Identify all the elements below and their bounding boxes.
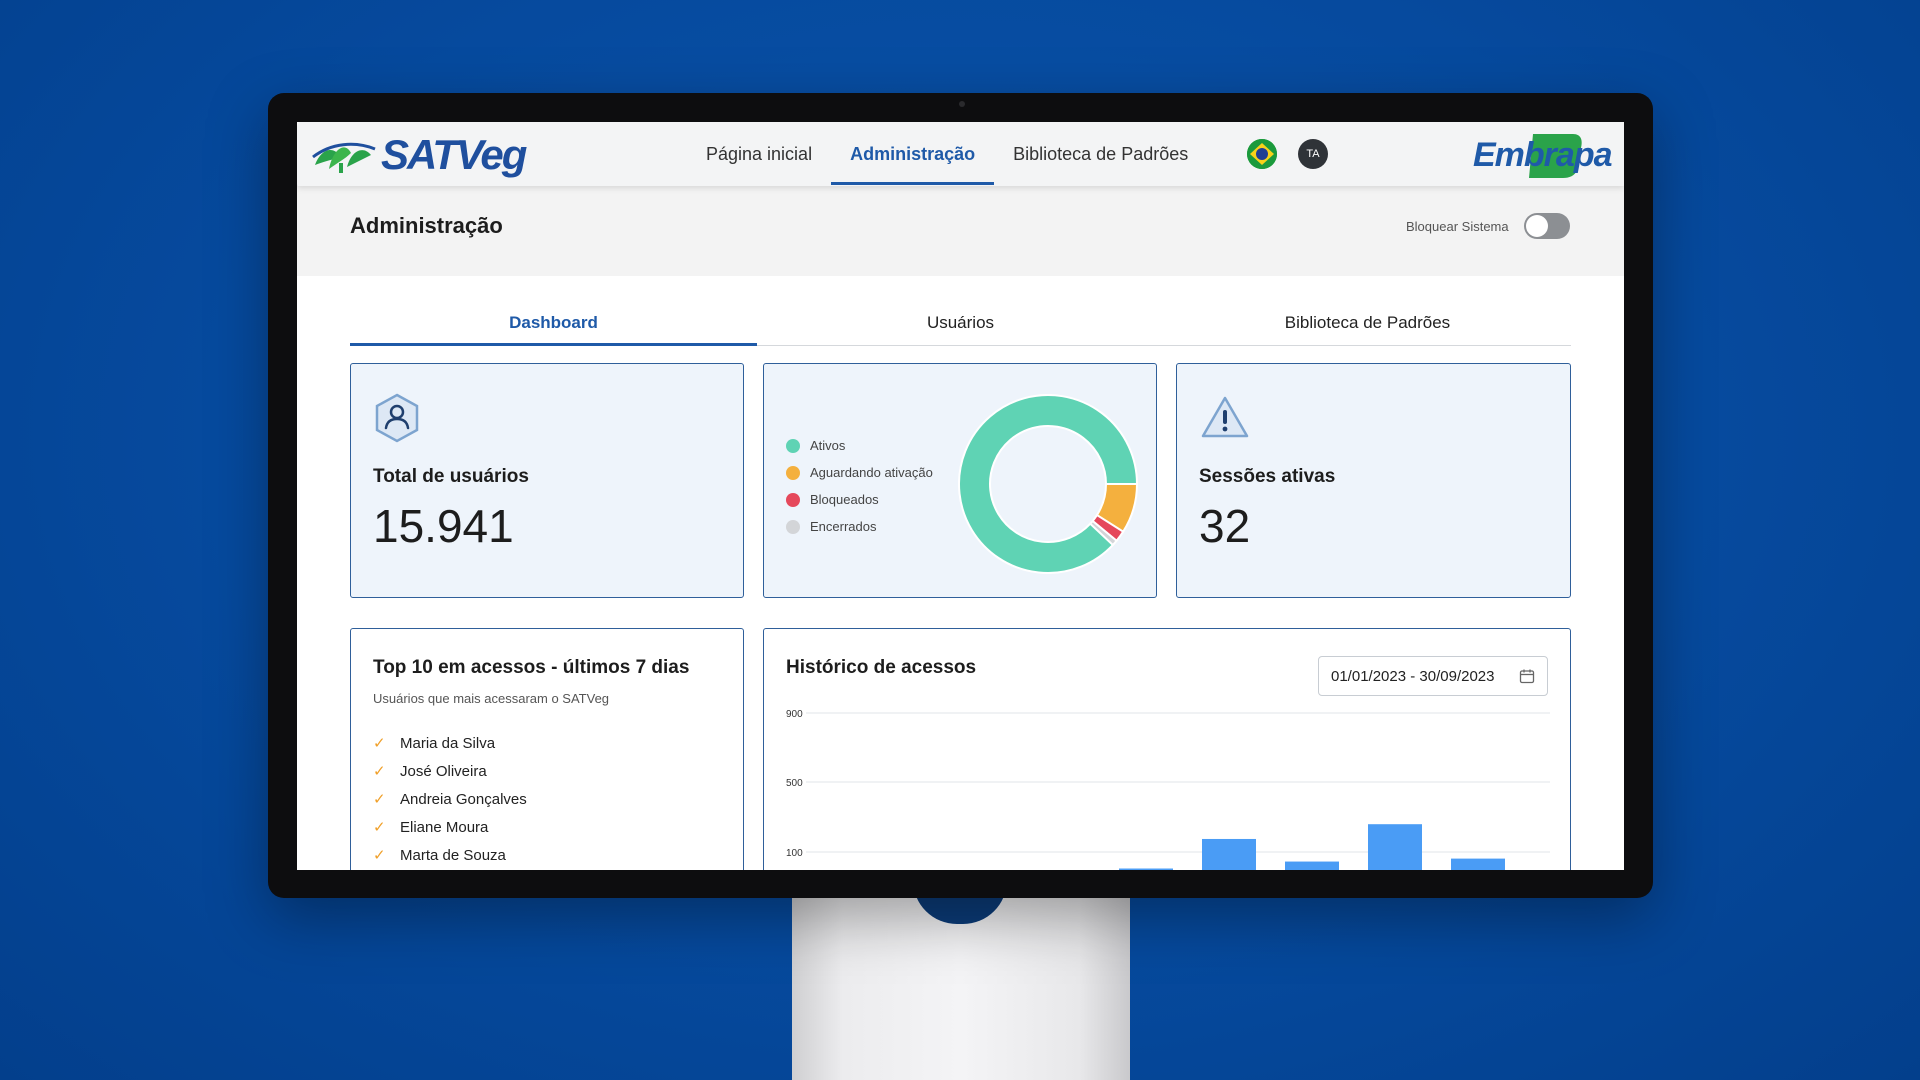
nav-link-home[interactable]: Página inicial [687,122,831,186]
embrapa-shape-icon [1529,134,1582,178]
warning-icon [1201,396,1249,438]
total-users-card: Total de usuários 15.941 [350,363,744,598]
history-bar [1202,838,1256,870]
access-history-card: Histórico de acessos 01/01/2023 - 30/09/… [763,628,1571,870]
main-nav: Página inicial Administração Biblioteca … [687,122,1207,186]
page-title: Administração [350,213,503,238]
active-sessions-value: 32 [1199,500,1251,552]
top-users-list: ✓ Maria da Silva ✓ José Oliveira ✓ Andreia … [373,729,527,869]
list-item: ✓ José Oliveira [373,757,527,785]
user-status-card: Ativos Aguardando ativação Bloqueados Encer… [763,363,1157,598]
check-icon: ✓ [373,735,386,752]
user-name: Andreia Gonçalves [400,790,527,808]
y-tick-label: 100 [786,848,803,859]
tab-label: Biblioteca de Padrões [1284,312,1451,332]
legend-item: Ativos [786,432,933,459]
legend-item: Aguardando ativação [786,459,933,486]
legend-dot [786,438,800,453]
list-item: ✓ Maria da Silva [373,729,527,757]
monitor-camera [959,101,965,107]
tab-label: Usuários [926,312,995,332]
list-item: ✓ Eliane Moura [373,813,527,841]
list-item: ✓ Marta de Souza [373,841,527,869]
tab-users[interactable]: Usuários [757,300,1164,345]
top-nav: SATVeg Página inicial Administração Bibl… [297,122,1624,186]
user-name: Maria da Silva [400,734,496,752]
history-bar [1368,824,1422,870]
legend-dot [786,519,800,534]
leaf-logo-icon [312,142,376,173]
nav-link-admin[interactable]: Administração [831,122,995,186]
user-name: Eliane Moura [400,818,489,836]
check-icon: ✓ [373,791,386,808]
check-icon: ✓ [373,819,386,836]
page-header: Administração Bloquear Sistema [297,186,1624,276]
date-range-picker[interactable]: 01/01/2023 - 30/09/2023 [1318,656,1548,696]
nav-link-label: Administração [850,143,976,164]
active-sessions-title: Sessões ativas [1199,466,1336,487]
screen: SATVeg Página inicial Administração Bibl… [297,122,1624,870]
partner-logo: Embrapa [1469,130,1612,180]
status-donut-chart [958,394,1138,574]
top-users-subtitle: Usuários que mais acessaram o SATVeg [373,691,610,706]
access-history-chart: 900 500 100 [786,709,1550,870]
user-badge-icon [375,393,419,443]
donut-slice-ativos [958,394,1138,574]
tab-label: Dashboard [509,312,598,332]
user-name: Marta de Souza [400,846,506,864]
top-users-card: Top 10 em acessos - últimos 7 dias Usuár… [350,628,744,870]
active-sessions-card: Sessões ativas 32 [1176,363,1571,598]
donut-slice-encerrados [1088,519,1118,547]
brand-name: SATVeg [381,131,527,178]
partner-name: Embrapa [1473,136,1612,174]
admin-tabs: Dashboard Usuários Biblioteca de Padrões [350,300,1571,346]
legend-dot [786,465,800,480]
user-name: José Oliveira [400,762,487,780]
user-avatar[interactable]: TA [1298,139,1328,169]
toggle-knob [1526,215,1548,237]
monitor-stand [792,895,1130,1080]
nav-link-label: Página inicial [706,143,813,164]
legend-item: Encerrados [786,513,933,540]
access-history-title: Histórico de acessos [786,657,977,678]
legend-label: Ativos [810,438,846,453]
history-bar [1119,868,1173,870]
legend-label: Bloqueados [810,492,879,507]
avatar-initials: TA [1306,148,1320,160]
nav-link-label: Biblioteca de Padrões [1013,143,1189,164]
brazil-flag-icon[interactable] [1247,139,1277,169]
lock-system-toggle[interactable] [1524,213,1570,239]
legend-dot [786,492,800,507]
lock-system-label: Bloquear Sistema [1406,219,1509,234]
calendar-icon [1519,669,1535,684]
y-tick-label: 500 [786,778,803,789]
list-item: ✓ Andreia Gonçalves [373,785,527,813]
y-tick-label: 900 [786,709,803,720]
total-users-value: 15.941 [373,500,514,552]
check-icon: ✓ [373,763,386,780]
legend-label: Encerrados [810,519,877,534]
check-icon: ✓ [373,847,386,864]
brand-logo[interactable]: SATVeg [311,131,541,178]
status-legend: Ativos Aguardando ativação Bloqueados Encer… [786,432,933,540]
tab-library[interactable]: Biblioteca de Padrões [1164,300,1571,345]
legend-label: Aguardando ativação [810,465,933,480]
date-range-value: 01/01/2023 - 30/09/2023 [1331,667,1495,685]
legend-item: Bloqueados [786,486,933,513]
nav-link-library[interactable]: Biblioteca de Padrões [994,122,1207,186]
history-bar [1285,861,1339,870]
tab-dashboard[interactable]: Dashboard [350,300,757,346]
top-users-title: Top 10 em acessos - últimos 7 dias [373,657,690,678]
total-users-title: Total de usuários [373,466,529,487]
history-bar [1451,858,1505,870]
